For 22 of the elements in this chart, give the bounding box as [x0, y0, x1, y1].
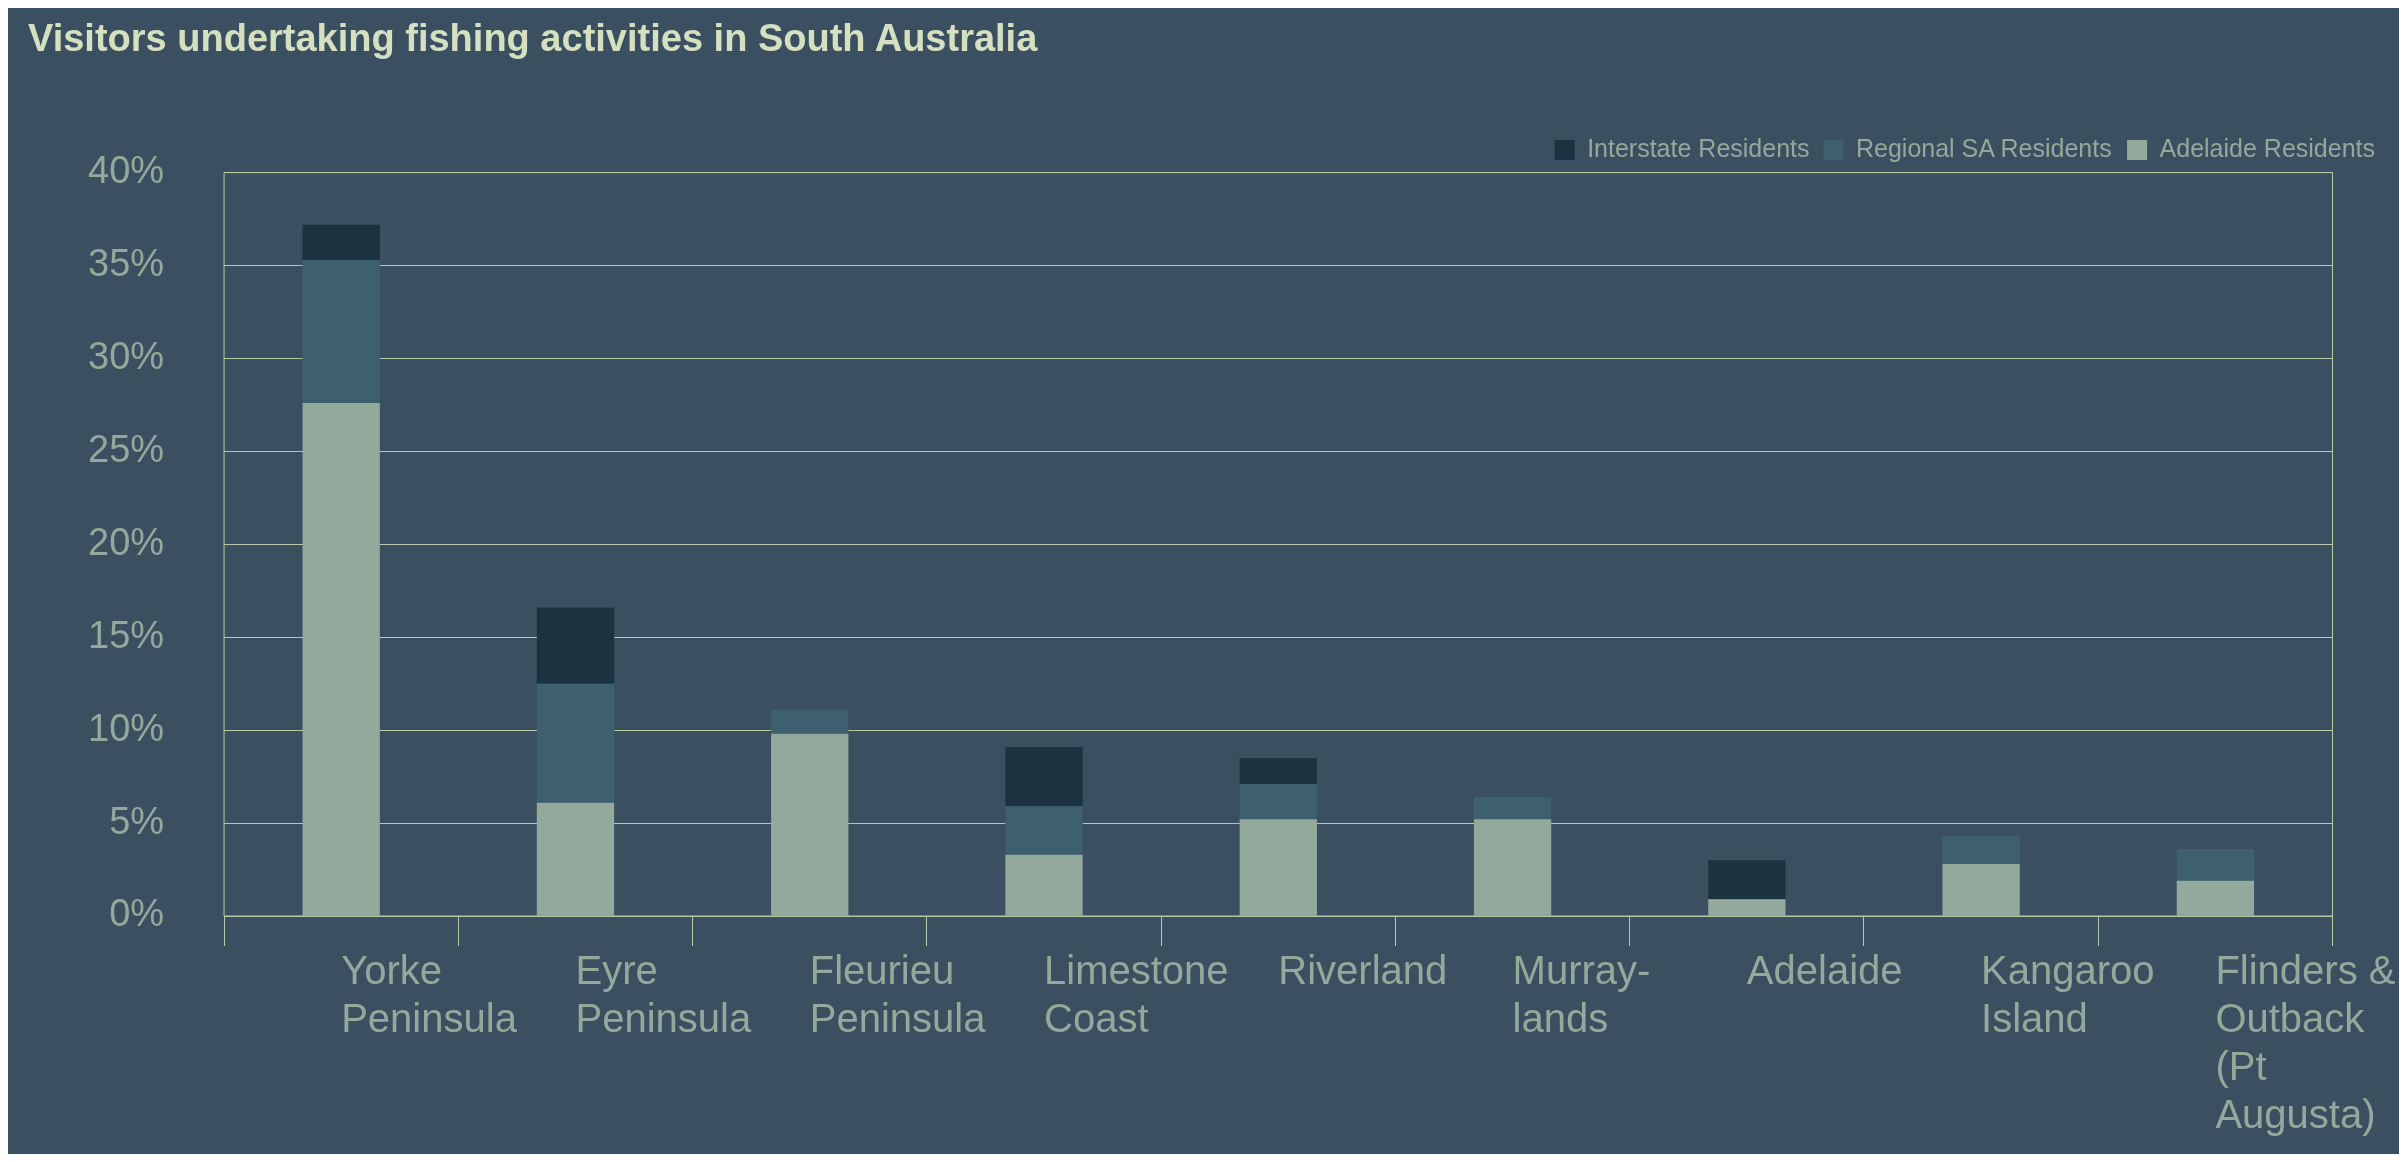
chart-title: Visitors undertaking fishing activities in South Australia [28, 17, 1039, 60]
y-tick-label: 0% [109, 892, 165, 935]
y-tick-label: 40% [87, 149, 165, 192]
y-tick-label: 25% [87, 427, 165, 470]
x-tick-label: Riverland [1278, 948, 1448, 993]
x-tick-label: Yorke Peninsula [341, 948, 518, 1041]
x-tick-label: Eyre Peninsula [575, 948, 752, 1041]
x-tick-label: Limestone Coast [1044, 948, 1229, 1041]
y-tick-label: 10% [87, 706, 165, 749]
legend-label: Adelaide Residents [2159, 133, 2375, 162]
x-tick-label: Adelaide [1746, 948, 1903, 993]
legend-label: Interstate Residents [1587, 133, 1810, 162]
legend-label: Regional SA Residents [1855, 133, 2112, 162]
x-tick-label: Fleurieu Peninsula [809, 948, 987, 1041]
x-tick-label: Flinders & Outback (Pt Augusta) [2215, 948, 2396, 1137]
y-tick-label: 30% [87, 334, 165, 377]
y-tick-label: 15% [87, 613, 165, 656]
x-tick-label: Murray-lands [1512, 948, 1651, 1041]
y-tick-label: 35% [87, 242, 165, 285]
y-tick-label: 5% [109, 799, 165, 842]
y-tick-label: 20% [87, 520, 165, 563]
x-tick-label: Kangaroo Island [1981, 948, 2155, 1041]
